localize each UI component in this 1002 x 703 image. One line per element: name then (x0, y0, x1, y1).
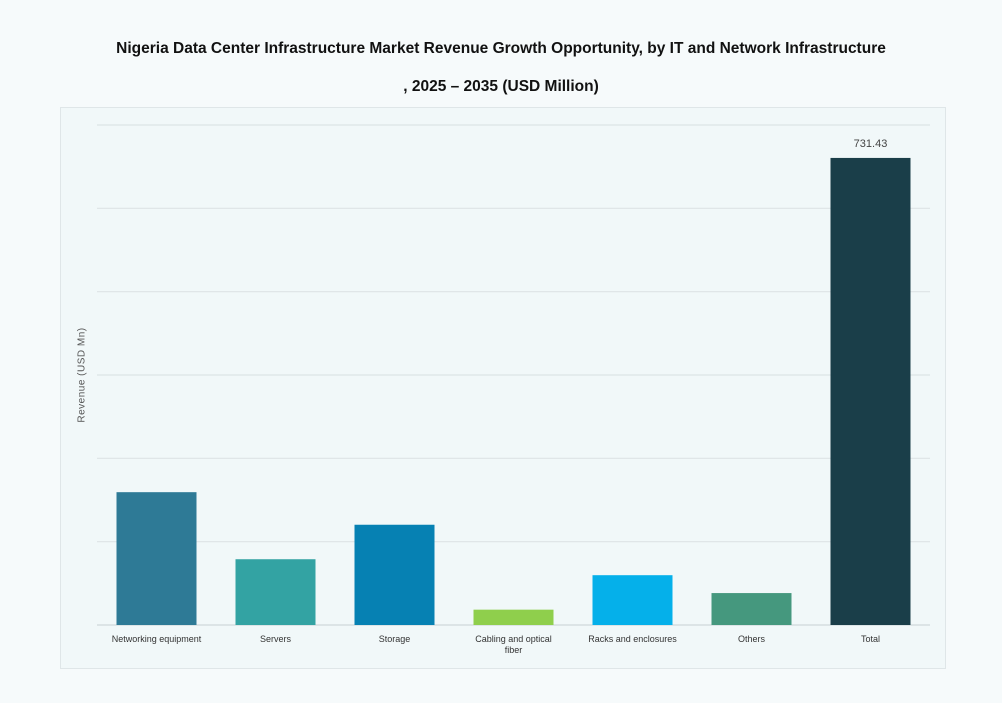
bar-networking-equipment (116, 492, 197, 625)
bar-others (711, 593, 792, 625)
x-tick-label: Networking equipment (112, 634, 202, 644)
x-tick-label: fiber (505, 645, 523, 655)
bar-servers (235, 559, 316, 625)
bar-cabling-and-optical-fiber (473, 609, 554, 625)
bar-racks-and-enclosures (592, 575, 673, 625)
chart-title-line2: , 2025 – 2035 (USD Million) (403, 78, 599, 95)
data-label: 731.43 (854, 138, 888, 150)
x-tick-label: Total (861, 634, 880, 644)
bar-total (830, 157, 911, 625)
plot-panel (60, 107, 946, 669)
x-tick-label: Storage (379, 634, 411, 644)
x-tick-label: Others (738, 634, 766, 644)
x-tick-label: Servers (260, 634, 292, 644)
x-tick-label: Racks and enclosures (588, 634, 677, 644)
x-tick-label: Cabling and optical (475, 634, 552, 644)
bar-storage (354, 524, 435, 625)
chart-title-line1: Nigeria Data Center Infrastructure Marke… (116, 40, 886, 57)
